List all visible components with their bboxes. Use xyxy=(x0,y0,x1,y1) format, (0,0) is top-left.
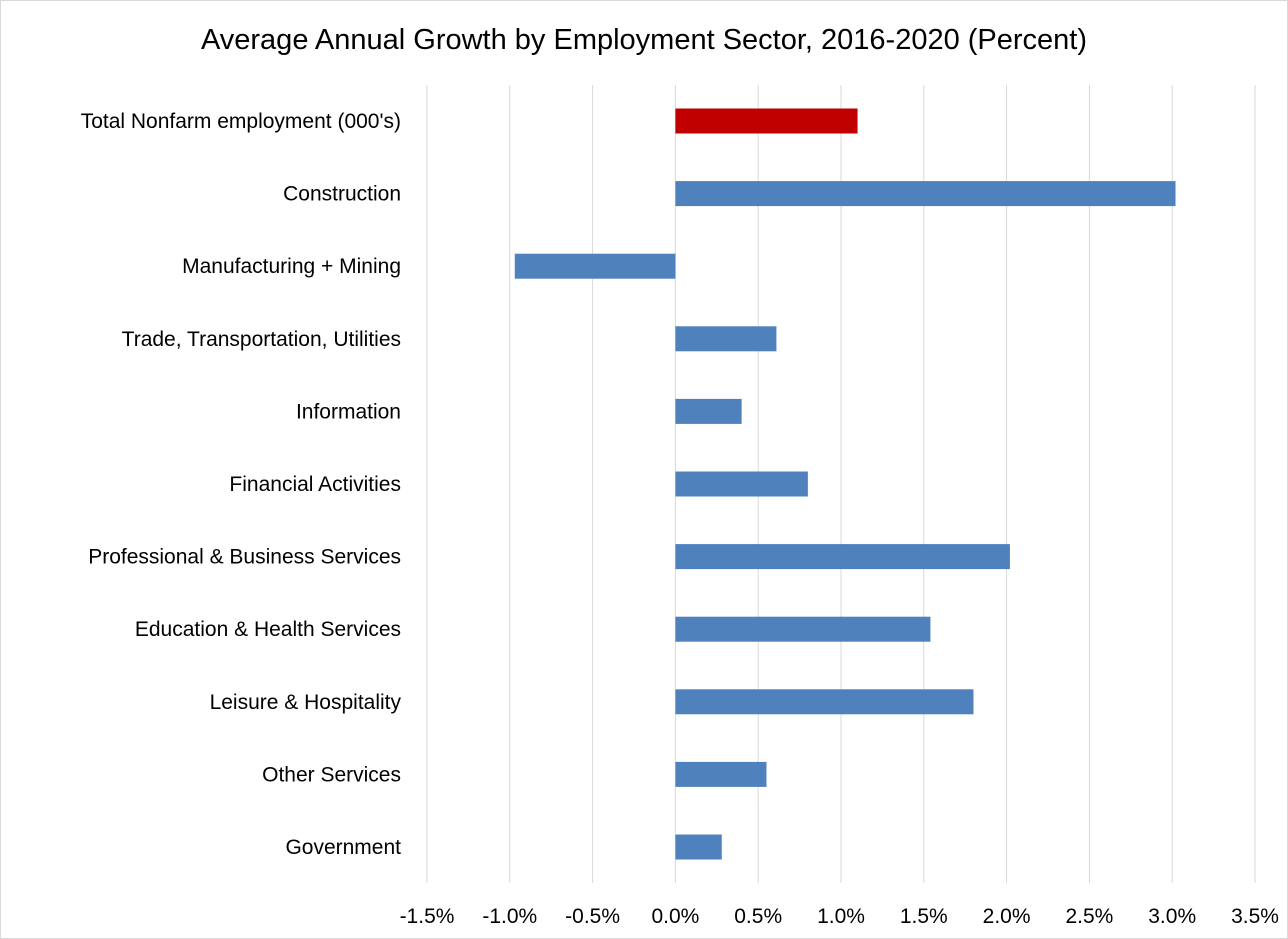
category-label: Government xyxy=(285,836,401,859)
category-label: Information xyxy=(296,400,401,423)
gridlines xyxy=(426,85,1256,883)
bar xyxy=(675,471,808,497)
bar xyxy=(675,108,858,134)
bar xyxy=(675,616,931,642)
x-tick-label: 0.5% xyxy=(734,905,782,928)
bar xyxy=(514,253,676,279)
category-label: Financial Activities xyxy=(229,473,401,496)
bar xyxy=(675,834,722,860)
x-tick-label: 0.0% xyxy=(651,905,699,928)
category-label: Leisure & Hospitality xyxy=(210,691,402,714)
x-tick-label: 3.5% xyxy=(1231,905,1279,928)
bar xyxy=(675,326,777,352)
bar xyxy=(675,689,974,715)
category-labels: Total Nonfarm employment (000's) Construc… xyxy=(81,110,402,859)
x-tick-label: -1.0% xyxy=(482,905,537,928)
bar xyxy=(675,398,742,424)
chart-title: Average Annual Growth by Employment Sect… xyxy=(200,24,1088,56)
bar xyxy=(675,544,1010,570)
x-tick-label: 2.5% xyxy=(1065,905,1113,928)
x-tick-label: -0.5% xyxy=(565,905,620,928)
category-label: Professional & Business Services xyxy=(88,546,401,569)
bar xyxy=(675,181,1176,207)
category-label: Manufacturing + Mining xyxy=(182,255,401,278)
category-label: Construction xyxy=(283,183,401,206)
category-label: Trade, Transportation, Utilities xyxy=(122,328,401,351)
category-label: Total Nonfarm employment (000's) xyxy=(81,110,401,133)
category-label: Education & Health Services xyxy=(135,618,401,641)
x-tick-label: -1.5% xyxy=(400,905,455,928)
x-tick-label: 2.0% xyxy=(983,905,1031,928)
x-tick-label: 1.0% xyxy=(817,905,865,928)
x-tick-label: 1.5% xyxy=(900,905,948,928)
bar xyxy=(675,761,767,787)
x-tick-labels: -1.5% -1.0% -0.5% 0.0% 0.5% 1.0% 1.5% 2.0% 2.5% 3… xyxy=(400,905,1279,928)
bars xyxy=(514,108,1176,860)
x-tick-label: 3.0% xyxy=(1148,905,1196,928)
category-label: Other Services xyxy=(262,763,401,786)
